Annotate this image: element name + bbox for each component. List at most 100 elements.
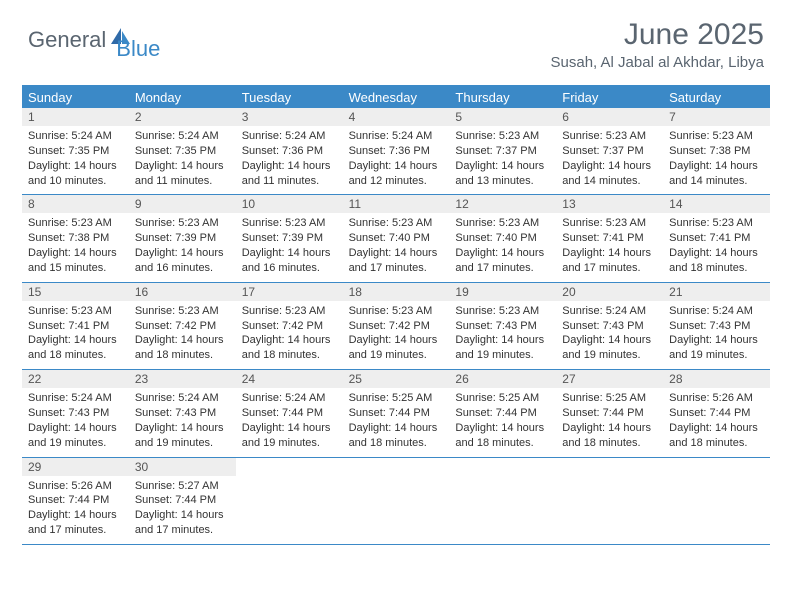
day-of-week-header: Wednesday: [343, 87, 450, 108]
day-number: 25: [343, 370, 450, 388]
calendar-day-cell: 9Sunrise: 5:23 AMSunset: 7:39 PMDaylight…: [129, 195, 236, 281]
day-detail-line: Daylight: 14 hours: [349, 246, 444, 261]
day-details: Sunrise: 5:23 AMSunset: 7:43 PMDaylight:…: [449, 301, 556, 369]
day-detail-line: Sunset: 7:38 PM: [28, 231, 123, 246]
day-detail-line: Sunset: 7:43 PM: [28, 406, 123, 421]
day-detail-line: Daylight: 14 hours: [242, 333, 337, 348]
day-detail-line: Sunrise: 5:24 AM: [28, 391, 123, 406]
day-detail-line: and 18 minutes.: [242, 348, 337, 363]
day-detail-line: Sunrise: 5:24 AM: [28, 129, 123, 144]
day-number: 16: [129, 283, 236, 301]
day-of-week-header: Saturday: [663, 87, 770, 108]
day-details: Sunrise: 5:24 AMSunset: 7:43 PMDaylight:…: [663, 301, 770, 369]
day-detail-line: Daylight: 14 hours: [242, 159, 337, 174]
day-details: Sunrise: 5:23 AMSunset: 7:41 PMDaylight:…: [556, 213, 663, 281]
day-detail-line: and 14 minutes.: [562, 174, 657, 189]
day-details: Sunrise: 5:26 AMSunset: 7:44 PMDaylight:…: [663, 388, 770, 456]
day-details: Sunrise: 5:23 AMSunset: 7:42 PMDaylight:…: [129, 301, 236, 369]
day-detail-line: Sunset: 7:39 PM: [135, 231, 230, 246]
day-detail-line: and 19 minutes.: [349, 348, 444, 363]
calendar-day-cell: 24Sunrise: 5:24 AMSunset: 7:44 PMDayligh…: [236, 370, 343, 456]
day-detail-line: Sunrise: 5:23 AM: [28, 304, 123, 319]
day-number: 7: [663, 108, 770, 126]
day-number: 29: [22, 458, 129, 476]
day-detail-line: Sunset: 7:44 PM: [242, 406, 337, 421]
day-details: Sunrise: 5:23 AMSunset: 7:41 PMDaylight:…: [663, 213, 770, 281]
day-number: 12: [449, 195, 556, 213]
logo: General Blue: [28, 18, 160, 62]
calendar-day-cell: 8Sunrise: 5:23 AMSunset: 7:38 PMDaylight…: [22, 195, 129, 281]
day-detail-line: Daylight: 14 hours: [669, 421, 764, 436]
location-text: Susah, Al Jabal al Akhdar, Libya: [551, 54, 764, 71]
day-detail-line: Daylight: 14 hours: [562, 246, 657, 261]
day-detail-line: Sunset: 7:40 PM: [455, 231, 550, 246]
day-number: [343, 458, 450, 476]
day-detail-line: Sunrise: 5:24 AM: [242, 391, 337, 406]
title-block: June 2025 Susah, Al Jabal al Akhdar, Lib…: [551, 18, 764, 71]
day-detail-line: Sunrise: 5:23 AM: [28, 216, 123, 231]
day-detail-line: Daylight: 14 hours: [669, 159, 764, 174]
calendar-day-cell: 29Sunrise: 5:26 AMSunset: 7:44 PMDayligh…: [22, 458, 129, 544]
day-detail-line: Sunrise: 5:23 AM: [562, 129, 657, 144]
day-details: Sunrise: 5:25 AMSunset: 7:44 PMDaylight:…: [343, 388, 450, 456]
day-number: 18: [343, 283, 450, 301]
day-detail-line: Daylight: 14 hours: [28, 333, 123, 348]
day-detail-line: Sunset: 7:43 PM: [135, 406, 230, 421]
day-detail-line: and 18 minutes.: [669, 436, 764, 451]
day-detail-line: Sunrise: 5:25 AM: [562, 391, 657, 406]
day-detail-line: Sunrise: 5:23 AM: [242, 304, 337, 319]
calendar-day-cell: 19Sunrise: 5:23 AMSunset: 7:43 PMDayligh…: [449, 283, 556, 369]
day-number: 30: [129, 458, 236, 476]
calendar-day-cell: 2Sunrise: 5:24 AMSunset: 7:35 PMDaylight…: [129, 108, 236, 194]
day-detail-line: and 19 minutes.: [669, 348, 764, 363]
day-detail-line: Daylight: 14 hours: [28, 421, 123, 436]
day-detail-line: Sunset: 7:42 PM: [242, 319, 337, 334]
calendar-week-row: 1Sunrise: 5:24 AMSunset: 7:35 PMDaylight…: [22, 108, 770, 195]
day-details: Sunrise: 5:24 AMSunset: 7:43 PMDaylight:…: [22, 388, 129, 456]
day-details: [556, 476, 663, 534]
calendar-day-cell: 13Sunrise: 5:23 AMSunset: 7:41 PMDayligh…: [556, 195, 663, 281]
calendar-day-cell: 15Sunrise: 5:23 AMSunset: 7:41 PMDayligh…: [22, 283, 129, 369]
day-detail-line: and 13 minutes.: [455, 174, 550, 189]
calendar-week-row: 8Sunrise: 5:23 AMSunset: 7:38 PMDaylight…: [22, 195, 770, 282]
logo-text-general: General: [28, 27, 106, 53]
day-detail-line: Daylight: 14 hours: [28, 159, 123, 174]
day-detail-line: Sunset: 7:43 PM: [562, 319, 657, 334]
day-details: [236, 476, 343, 534]
day-detail-line: and 19 minutes.: [455, 348, 550, 363]
day-detail-line: Sunrise: 5:24 AM: [349, 129, 444, 144]
day-details: Sunrise: 5:23 AMSunset: 7:40 PMDaylight:…: [343, 213, 450, 281]
calendar-day-cell: 28Sunrise: 5:26 AMSunset: 7:44 PMDayligh…: [663, 370, 770, 456]
calendar-day-cell: [449, 458, 556, 544]
day-detail-line: and 18 minutes.: [669, 261, 764, 276]
calendar-day-cell: 5Sunrise: 5:23 AMSunset: 7:37 PMDaylight…: [449, 108, 556, 194]
day-number: 26: [449, 370, 556, 388]
day-detail-line: Sunrise: 5:23 AM: [455, 216, 550, 231]
day-detail-line: and 11 minutes.: [135, 174, 230, 189]
day-detail-line: Sunset: 7:43 PM: [669, 319, 764, 334]
day-number: 10: [236, 195, 343, 213]
day-detail-line: Sunrise: 5:23 AM: [455, 304, 550, 319]
day-detail-line: and 18 minutes.: [135, 348, 230, 363]
day-detail-line: Sunset: 7:44 PM: [28, 493, 123, 508]
day-number: 1: [22, 108, 129, 126]
day-detail-line: Sunset: 7:38 PM: [669, 144, 764, 159]
day-number: 8: [22, 195, 129, 213]
day-detail-line: and 14 minutes.: [669, 174, 764, 189]
calendar-day-cell: 21Sunrise: 5:24 AMSunset: 7:43 PMDayligh…: [663, 283, 770, 369]
day-number: 11: [343, 195, 450, 213]
calendar-body: 1Sunrise: 5:24 AMSunset: 7:35 PMDaylight…: [22, 108, 770, 545]
day-detail-line: Sunrise: 5:23 AM: [242, 216, 337, 231]
day-detail-line: and 18 minutes.: [28, 348, 123, 363]
calendar-day-cell: [663, 458, 770, 544]
day-details: Sunrise: 5:23 AMSunset: 7:38 PMDaylight:…: [663, 126, 770, 194]
day-number: 17: [236, 283, 343, 301]
day-detail-line: and 19 minutes.: [242, 436, 337, 451]
day-number: [449, 458, 556, 476]
day-number: 6: [556, 108, 663, 126]
day-detail-line: and 16 minutes.: [135, 261, 230, 276]
day-detail-line: and 17 minutes.: [135, 523, 230, 538]
page-title: June 2025: [551, 18, 764, 52]
day-detail-line: Sunrise: 5:26 AM: [669, 391, 764, 406]
day-number: 5: [449, 108, 556, 126]
